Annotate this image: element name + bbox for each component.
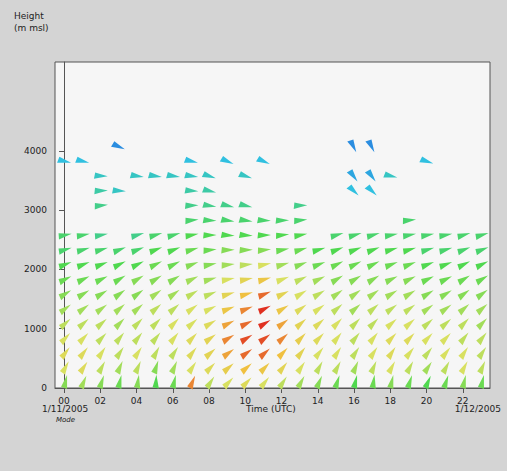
svg-text:00: 00	[58, 396, 70, 406]
svg-text:1/12/2005: 1/12/2005	[454, 403, 501, 414]
svg-text:(m msl): (m msl)	[14, 23, 49, 33]
svg-text:3000: 3000	[24, 205, 47, 215]
svg-text:1/11/2005: 1/11/2005	[42, 403, 89, 414]
svg-text:1000: 1000	[24, 324, 47, 334]
svg-text:12: 12	[276, 396, 287, 406]
svg-text:4000: 4000	[24, 146, 47, 156]
svg-text:02: 02	[95, 396, 106, 406]
svg-text:16: 16	[348, 396, 360, 406]
svg-text:22: 22	[457, 396, 468, 406]
svg-text:06: 06	[167, 396, 179, 406]
svg-text:18: 18	[385, 396, 397, 406]
svg-text:Height: Height	[14, 11, 44, 21]
svg-text:08: 08	[203, 396, 215, 406]
svg-text:0: 0	[41, 383, 47, 393]
svg-text:10: 10	[240, 396, 252, 406]
svg-text:Time (UTC): Time (UTC)	[245, 404, 296, 414]
svg-text:2000: 2000	[24, 264, 47, 274]
svg-text:Mode: Mode	[56, 416, 75, 424]
svg-text:14: 14	[312, 396, 324, 406]
svg-text:20: 20	[421, 396, 433, 406]
svg-text:04: 04	[131, 396, 143, 406]
